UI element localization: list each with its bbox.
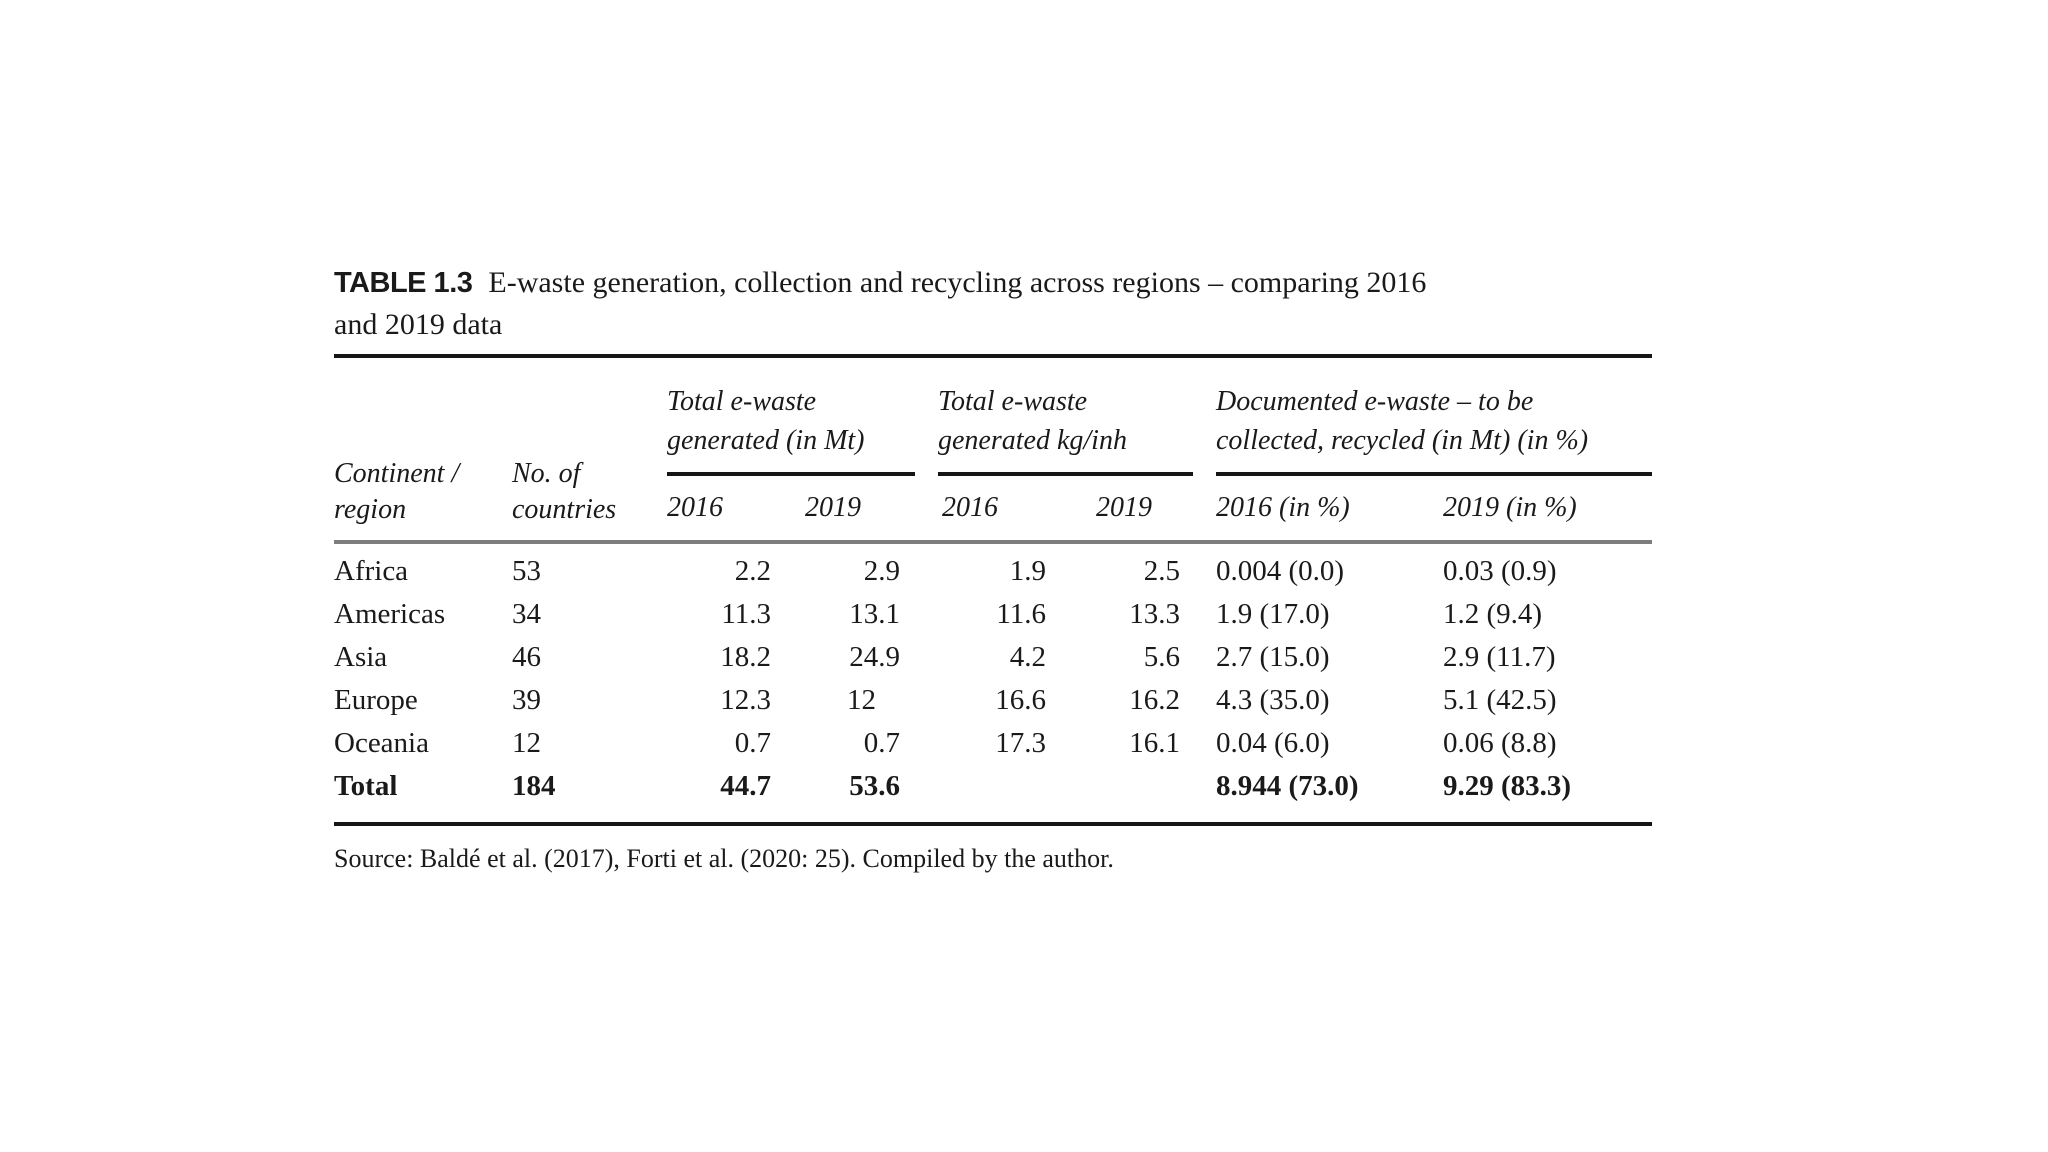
cell-doc-2019: 5.1 (42.5) (1443, 684, 1557, 716)
source-note: Source: Baldé et al. (2017), Forti et al… (334, 844, 1114, 873)
cell-kg-2019: 16.2 (1129, 684, 1180, 716)
group-header-doc-line1: Documented e-waste – to be (1216, 386, 1534, 417)
table-row-europe: Europe 39 12.3 12 16.6 16.2 4.3 (35.0) 5… (334, 679, 1652, 722)
cell-region: Asia (334, 641, 388, 673)
cell-gen-mt-2019: 12 (847, 684, 876, 716)
cell-kg-2019: 2.5 (1143, 555, 1180, 587)
column-header-countries-line2: countries (512, 494, 617, 525)
table-row-oceania: Oceania 12 0.7 0.7 17.3 16.1 0.04 (6.0) … (334, 722, 1652, 765)
cell-doc-2016: 1.9 (17.0) (1216, 598, 1330, 630)
cell-gen-mt-2019: 13.1 (849, 598, 900, 630)
cell-kg-2019: 13.3 (1129, 598, 1180, 630)
group-header-total-ewaste-mt: Total e-waste generated (in Mt) (667, 382, 915, 476)
cell-kg-2016: 16.6 (995, 684, 1046, 716)
cell-gen-mt-2016: 18.2 (720, 641, 771, 673)
cell-gen-mt-2016: 0.7 (734, 727, 771, 759)
year-header-kg-2019: 2019 (1096, 492, 1152, 523)
table-row-americas: Americas 34 11.3 13.1 11.6 13.3 1.9 (17.… (334, 593, 1652, 636)
data-table: Continent / region No. of countries Tota… (334, 354, 1652, 826)
cell-gen-mt-2016: 11.3 (721, 598, 771, 630)
table-row-africa: Africa 53 2.2 2.9 1.9 2.5 0.004 (0.0) 0.… (334, 550, 1652, 593)
cell-gen-mt-2016: 2.2 (734, 555, 771, 587)
cell-gen-mt-2016: 12.3 (720, 684, 771, 716)
table-row-total: Total 184 44.7 53.6 8.944 (73.0) 9.29 (8… (334, 765, 1652, 808)
year-header-doc-2019: 2019 (in %) (1443, 492, 1577, 523)
cell-countries: 46 (512, 641, 541, 673)
cell-countries: 184 (512, 770, 556, 802)
cell-kg-2019 (1096, 765, 1216, 808)
column-header-continent-region: Continent / region (334, 456, 459, 528)
cell-kg-2016 (942, 765, 1096, 808)
group-header-kg-line1: Total e-waste (938, 386, 1088, 417)
cell-countries: 34 (512, 598, 541, 630)
group-header-mt-line1: Total e-waste (667, 386, 817, 417)
cell-doc-2019: 0.06 (8.8) (1443, 727, 1557, 759)
cell-doc-2019: 1.2 (9.4) (1443, 598, 1543, 630)
table-caption-text: E-waste generation, collection and recyc… (488, 266, 1427, 299)
table-caption-line1: TABLE 1.3 E-waste generation, collection … (334, 262, 1754, 304)
cell-gen-mt-2019: 0.7 (863, 727, 900, 759)
year-header-doc-2016: 2016 (in %) (1216, 492, 1350, 523)
cell-gen-mt-2019: 53.6 (849, 770, 900, 802)
table-row-asia: Asia 46 18.2 24.9 4.2 5.6 2.7 (15.0) 2.9… (334, 636, 1652, 679)
cell-doc-2016: 2.7 (15.0) (1216, 641, 1330, 673)
cell-kg-2016: 17.3 (995, 727, 1046, 759)
cell-kg-2019: 16.1 (1129, 727, 1180, 759)
column-header-continent-line2: region (334, 494, 407, 525)
group-header-documented-ewaste: Documented e-waste – to be collected, re… (1216, 382, 1652, 476)
table-caption-line2: and 2019 data (334, 308, 503, 341)
group-header-kg-line2: generated kg/inh (938, 425, 1127, 456)
cell-countries: 39 (512, 684, 541, 716)
year-header-kg-2016: 2016 (942, 492, 998, 523)
cell-countries: 12 (512, 727, 541, 759)
year-header-gen-mt-2016: 2016 (667, 492, 723, 523)
cell-region: Total (334, 770, 398, 802)
cell-doc-2016: 0.004 (0.0) (1216, 555, 1345, 587)
cell-doc-2016: 0.04 (6.0) (1216, 727, 1330, 759)
cell-kg-2016: 4.2 (1009, 641, 1046, 673)
cell-gen-mt-2019: 24.9 (849, 641, 900, 673)
cell-kg-2016: 11.6 (996, 598, 1046, 630)
cell-countries: 53 (512, 555, 541, 587)
cell-gen-mt-2016: 44.7 (720, 770, 771, 802)
cell-gen-mt-2019: 2.9 (863, 555, 900, 587)
cell-doc-2016: 8.944 (73.0) (1216, 770, 1359, 802)
cell-region: Americas (334, 598, 446, 630)
group-header-total-ewaste-kg-inh: Total e-waste generated kg/inh (938, 382, 1193, 476)
table-header: Continent / region No. of countries Tota… (334, 358, 1652, 544)
cell-region: Oceania (334, 727, 429, 759)
column-header-no-of-countries: No. of countries (512, 456, 616, 528)
column-header-continent-line1: Continent / (334, 458, 460, 489)
cell-doc-2019: 2.9 (11.7) (1443, 641, 1556, 673)
group-header-doc-line2: collected, recycled (in Mt) (in %) (1216, 425, 1589, 456)
table-body: Africa 53 2.2 2.9 1.9 2.5 0.004 (0.0) 0.… (334, 544, 1652, 822)
year-header-gen-mt-2019: 2019 (805, 492, 861, 523)
cell-kg-2016: 1.9 (1009, 555, 1046, 587)
cell-region: Africa (334, 555, 409, 587)
cell-doc-2016: 4.3 (35.0) (1216, 684, 1330, 716)
column-header-countries-line1: No. of (512, 458, 581, 489)
cell-region: Europe (334, 684, 418, 716)
table-number-label: TABLE 1.3 (334, 267, 473, 299)
table-caption: TABLE 1.3 E-waste generation, collection … (334, 262, 1754, 346)
cell-doc-2019: 0.03 (0.9) (1443, 555, 1557, 587)
group-header-mt-line2: generated (in Mt) (667, 425, 865, 456)
cell-doc-2019: 9.29 (83.3) (1443, 770, 1572, 802)
cell-kg-2019: 5.6 (1143, 641, 1180, 673)
